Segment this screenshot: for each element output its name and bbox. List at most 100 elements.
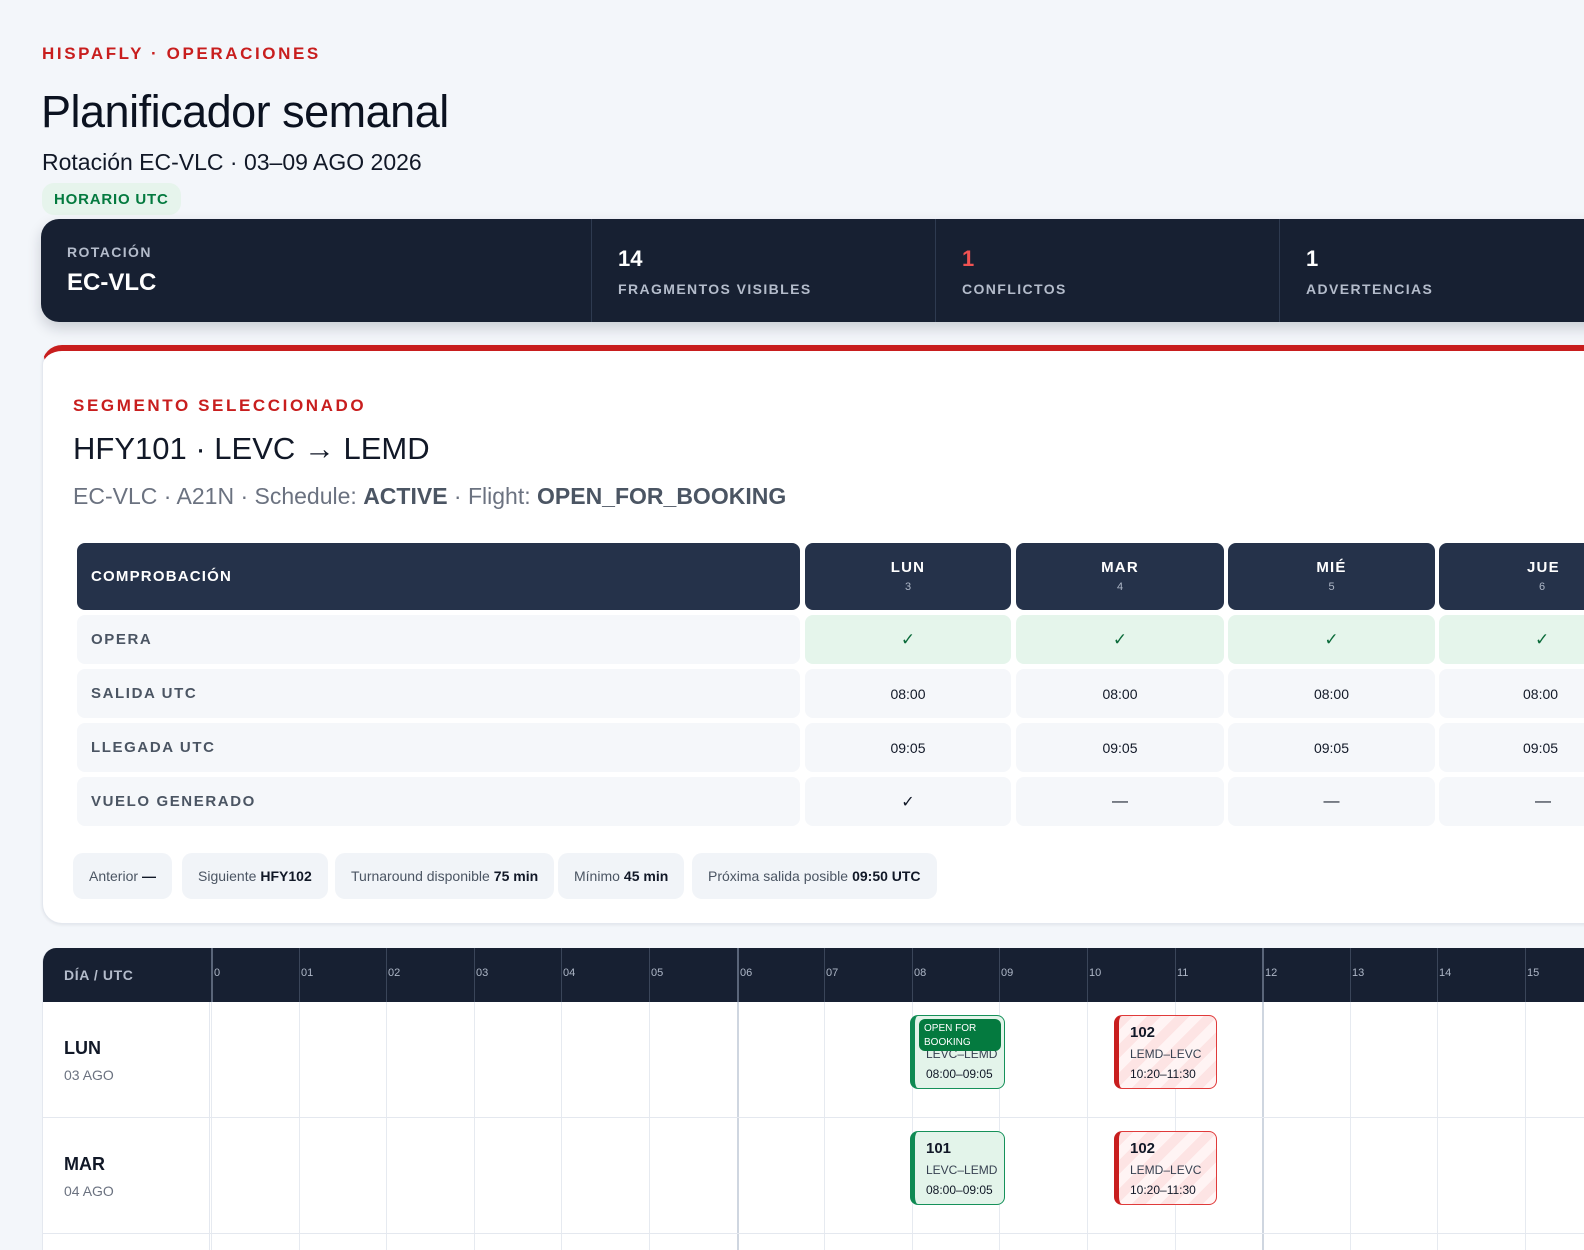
row-label-vuelo-generado: VUELO GENERADO	[77, 777, 800, 826]
segment-meta-mid: · Flight:	[447, 483, 531, 509]
hour-gridline	[912, 1002, 913, 1250]
hour-gridline	[1175, 1002, 1176, 1250]
stat-warnings-value: 1	[1306, 246, 1319, 271]
timeline-row-mar: MAR 04 AGO 101 LEVC–LEMD 08:00–09:05 102…	[43, 1118, 1584, 1234]
chip-proxima-salida: Próxima salida posible 09:50 UTC	[692, 853, 937, 899]
chip-value: HFY102	[260, 868, 312, 884]
hour-tick: 01	[299, 948, 313, 1002]
timezone-badge: HORARIO UTC	[42, 183, 181, 215]
chip-anterior: Anterior —	[73, 853, 173, 899]
hour-gridline	[999, 1002, 1000, 1250]
hour-tick: 09	[999, 948, 1013, 1002]
cell-llegada: 09:05	[805, 723, 1011, 772]
row-day-date: 04 AGO	[64, 1183, 114, 1199]
status-pill-open-for-booking: OPEN FOR BOOKING	[919, 1019, 1001, 1051]
hour-tick-label: 0	[214, 967, 221, 979]
page-subtitle: Rotación EC-VLC · 03–09 AGO 2026	[42, 149, 422, 175]
flight-route: LEMD–LEVC	[1130, 1163, 1202, 1177]
chip-siguiente: Siguiente HFY102	[182, 853, 328, 899]
hour-tick-label: 07	[826, 967, 839, 979]
hour-gridline	[1350, 1002, 1351, 1250]
hour-tick-label: 12	[1265, 967, 1278, 979]
row-day-name: MAR	[64, 1154, 105, 1174]
stat-fragments-value: 14	[618, 246, 643, 271]
hour-tick: 11	[1175, 948, 1188, 1002]
flight-block-102[interactable]: 102 LEMD–LEVC 10:20–11:30	[1114, 1131, 1217, 1205]
flight-status: OPEN_FOR_BOOKING	[537, 483, 787, 509]
day-header-name: JUE	[1527, 559, 1560, 576]
rotation-summary: ROTACIÓN EC-VLC	[41, 219, 591, 322]
day-header-num: 3	[904, 581, 912, 593]
cell-salida: 08:00	[1439, 669, 1584, 718]
day-header-num: 5	[1328, 581, 1335, 593]
hour-tick: 07	[824, 948, 838, 1002]
hour-tick: 06	[737, 948, 752, 1002]
hour-gridline	[1087, 1002, 1088, 1250]
hour-tick-label: 09	[1001, 967, 1014, 979]
stat-fragments: 14 FRAGMENTOS VISIBLES	[591, 219, 935, 322]
chip-turnaround: Turnaround disponible 75 min	[335, 853, 555, 899]
hour-tick-label: 02	[388, 967, 401, 979]
hour-gridline	[474, 1002, 475, 1250]
chip-label: Próxima salida posible	[708, 868, 849, 884]
hour-tick-label: 03	[476, 967, 489, 979]
hour-tick-label: 11	[1177, 967, 1189, 979]
flight-block-101[interactable]: 101 LEVC–LEMD 08:00–09:05 OPEN FOR BOOKI…	[910, 1015, 1005, 1089]
timeline-corner-label: DÍA / UTC	[64, 967, 134, 983]
app-eyebrow: HISPAFLY · OPERACIONES	[42, 44, 321, 63]
flight-number: 102	[1130, 1024, 1156, 1041]
cell-opera: ✓	[1016, 615, 1224, 664]
flight-time: 10:20–11:30	[1130, 1183, 1196, 1197]
day-header-mar: MAR 4	[1016, 543, 1224, 610]
rotation-value: EC-VLC	[67, 269, 157, 296]
cell-salida: 08:00	[805, 669, 1011, 718]
flight-time: 10:20–11:30	[1130, 1067, 1196, 1081]
row-label-opera: OPERA	[77, 615, 800, 664]
chip-minimo: Mínimo 45 min	[558, 853, 685, 899]
flight-time: 08:00–09:05	[926, 1183, 993, 1197]
check-header: COMPROBACIÓN	[77, 543, 800, 610]
day-header-name: LUN	[890, 559, 926, 576]
page-title: Planificador semanal	[41, 86, 449, 137]
day-header-mie: MIÉ 5	[1228, 543, 1435, 610]
day-header-num: 6	[1539, 581, 1546, 593]
cell-llegada: 09:05	[1439, 723, 1584, 772]
hour-tick: 05	[649, 948, 663, 1002]
flight-number: 101	[926, 1140, 952, 1157]
stat-warnings-label: ADVERTENCIAS	[1306, 281, 1434, 297]
cell-salida: 08:00	[1016, 669, 1224, 718]
flight-block-102[interactable]: 102 LEMD–LEVC 10:20–11:30	[1114, 1015, 1217, 1089]
cell-salida: 08:00	[1228, 669, 1435, 718]
hour-gridline	[1437, 1002, 1438, 1250]
hour-tick-label: 13	[1352, 967, 1365, 979]
hour-gridline	[824, 1002, 825, 1250]
segment-meta: EC-VLC · A21N · Schedule: ACTIVE · Fligh…	[73, 483, 786, 510]
hour-tick-label: 01	[301, 967, 314, 979]
hour-tick: 02	[386, 948, 400, 1002]
day-header-num: 4	[1116, 581, 1124, 593]
flight-block-101[interactable]: 101 LEVC–LEMD 08:00–09:05	[910, 1131, 1005, 1205]
stat-conflicts: 1 CONFLICTOS	[935, 219, 1279, 322]
chip-label: Turnaround disponible	[351, 868, 490, 884]
cell-vuelo-generado: —	[1439, 777, 1584, 826]
day-header-lun: LUN 3	[805, 543, 1011, 610]
hour-tick: 10	[1087, 948, 1101, 1002]
cell-vuelo-generado: ✓	[805, 777, 1011, 826]
flight-time: 08:00–09:05	[926, 1067, 993, 1081]
flight-route: LEVC–LEMD	[926, 1163, 998, 1177]
timeline-row-lun: LUN 03 AGO 101 LEVC–LEMD 08:00–09:05 OPE…	[43, 1002, 1584, 1118]
chip-label: Anterior	[89, 868, 139, 884]
hour-gridline	[1262, 1002, 1264, 1250]
hour-tick: 03	[474, 948, 488, 1002]
cell-opera: ✓	[1439, 615, 1584, 664]
hour-tick-label: 10	[1089, 967, 1102, 979]
cell-llegada: 09:05	[1016, 723, 1224, 772]
hour-tick: 04	[561, 948, 575, 1002]
cell-opera: ✓	[805, 615, 1011, 664]
stat-conflicts-label: CONFLICTOS	[962, 281, 1067, 297]
cell-opera: ✓	[1228, 615, 1435, 664]
stat-conflicts-value: 1	[962, 246, 975, 271]
hour-gridline	[211, 1002, 212, 1250]
day-header-jue: JUE 6	[1439, 543, 1584, 610]
stat-warnings: 1 ADVERTENCIAS	[1279, 219, 1584, 322]
